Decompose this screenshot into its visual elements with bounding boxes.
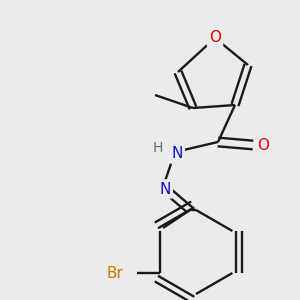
Text: N: N bbox=[159, 182, 171, 196]
Text: O: O bbox=[209, 31, 221, 46]
Text: H: H bbox=[153, 141, 163, 155]
Text: Br: Br bbox=[107, 266, 124, 280]
Text: O: O bbox=[257, 137, 269, 152]
Text: N: N bbox=[171, 146, 183, 161]
